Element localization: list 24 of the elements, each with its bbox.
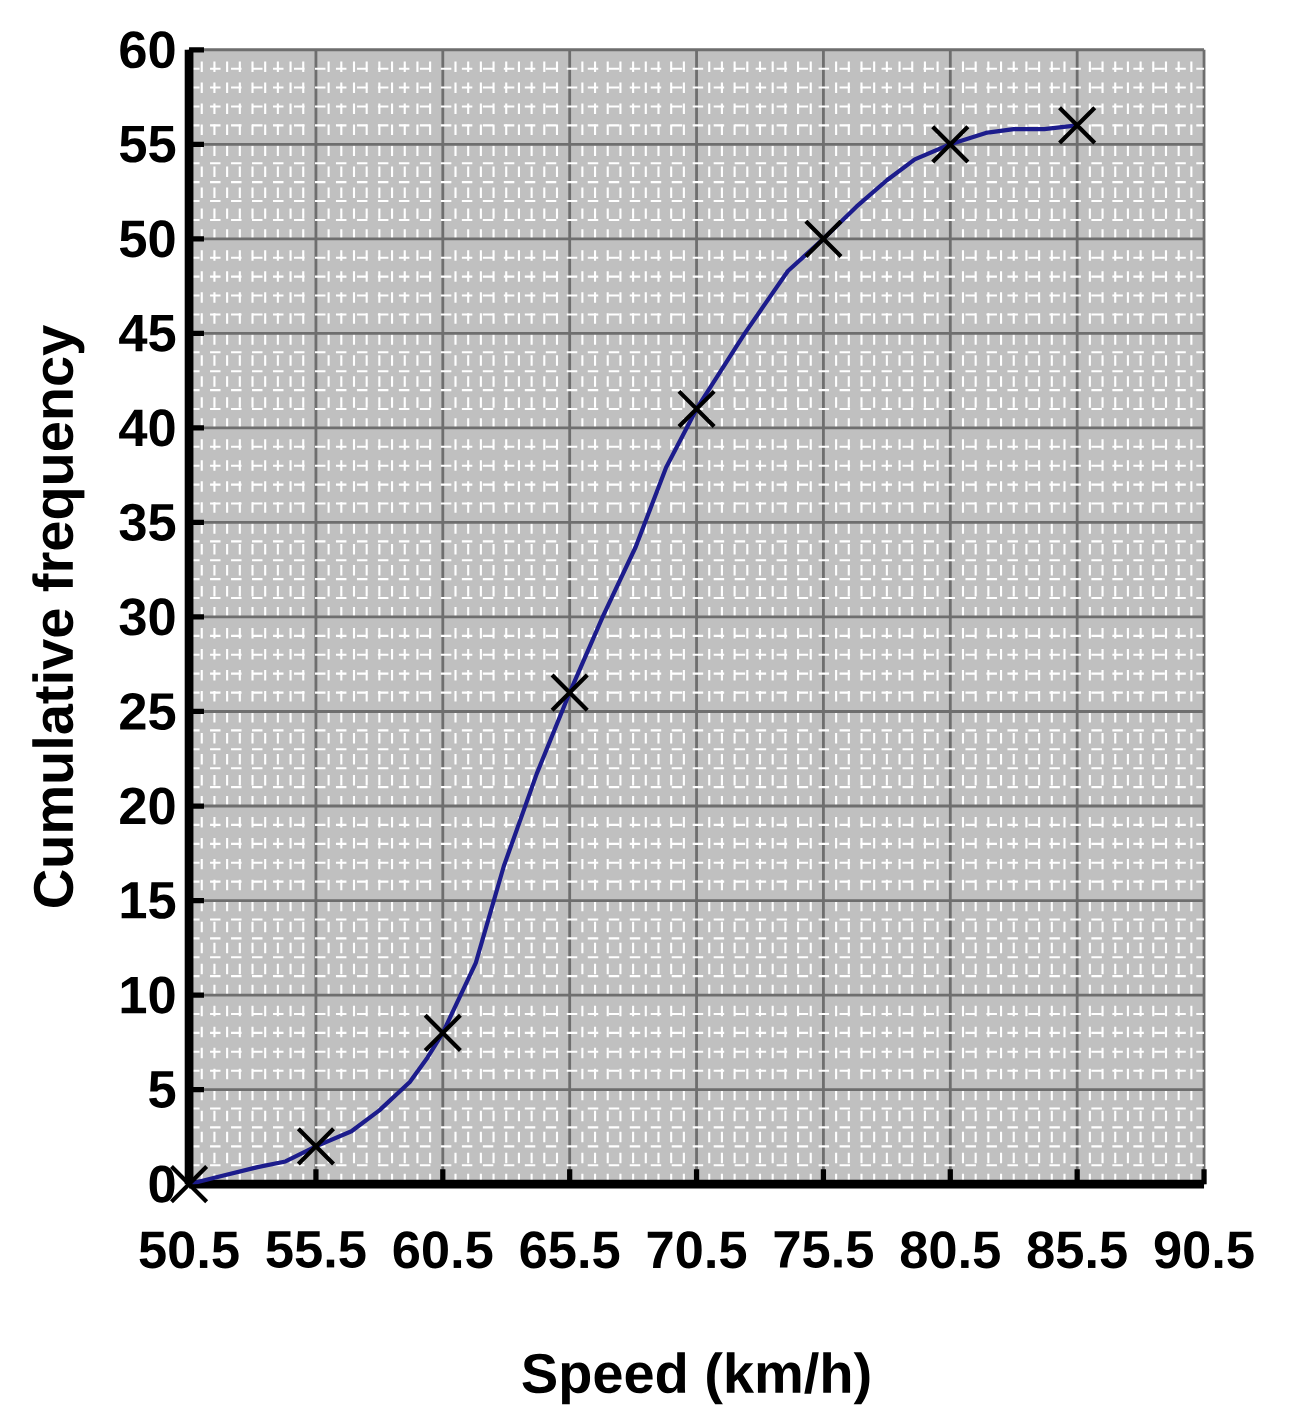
y-tick-label: 5 — [148, 1071, 175, 1108]
y-tick-label: 45 — [118, 315, 175, 352]
y-tick-label: 25 — [119, 692, 175, 731]
x-tick-label: 65.5 — [520, 1231, 620, 1269]
x-tick-label: 55.5 — [266, 1231, 366, 1268]
x-tick-label: 60.5 — [393, 1231, 493, 1269]
y-tick-label: 0 — [149, 1165, 175, 1203]
x-tick-label: 70.5 — [647, 1231, 746, 1269]
y-tick-label: 50 — [119, 220, 175, 258]
y-tick-label: 10 — [121, 976, 175, 1014]
x-tick-label: 80.5 — [900, 1231, 1000, 1269]
x-tick-label: 50.5 — [139, 1231, 239, 1269]
y-tick-label: 40 — [118, 409, 175, 447]
x-axis-title: Speed (km/h) — [522, 1352, 870, 1405]
x-tick-label: 85.5 — [1027, 1231, 1127, 1269]
y-tick-label: 35 — [119, 503, 175, 542]
y-tick-label: 30 — [119, 598, 175, 636]
y-axis-title: Cumulative frequency — [32, 325, 85, 907]
y-tick-label: 20 — [119, 787, 175, 825]
x-tick-label: 75.5 — [774, 1231, 873, 1268]
x-tick-label: 90.5 — [1154, 1231, 1254, 1269]
y-tick-label: 60 — [120, 31, 175, 69]
y-tick-label: 15 — [121, 882, 175, 919]
y-tick-label: 55 — [119, 126, 175, 163]
